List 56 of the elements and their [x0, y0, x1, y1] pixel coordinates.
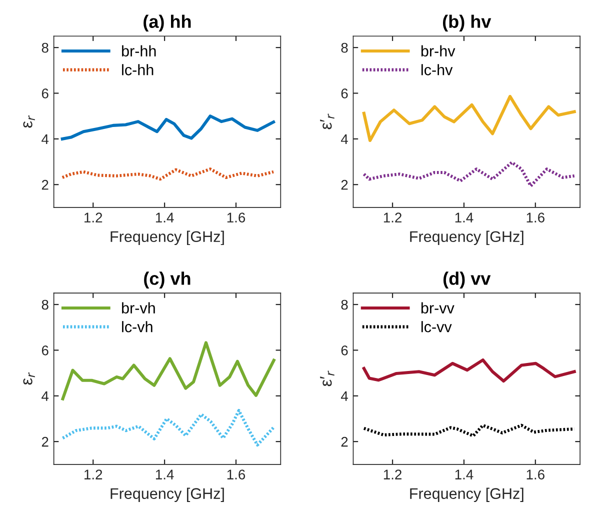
x-axis-title: Frequency [GHz] — [110, 488, 224, 502]
y-tick-label: 4 — [42, 391, 49, 401]
x-tick-label: 1.4 — [156, 470, 174, 480]
y-axis-title: ε′$_{r}$ — [320, 370, 334, 386]
y-tick-label: 6 — [341, 88, 348, 98]
chart-title: (a) hh — [144, 14, 191, 32]
y-tick-label: 2 — [341, 436, 348, 447]
legend-label: lc-hv — [421, 64, 453, 76]
line-series — [60, 114, 276, 140]
y-tick-label: 6 — [42, 88, 48, 98]
y-tick-label: 2 — [42, 436, 48, 447]
legend-label: lc-vh — [122, 321, 152, 332]
legend-label: br-hh — [122, 45, 156, 57]
y-tick-label: 6 — [42, 346, 48, 356]
x-tick-label: 1.6 — [526, 212, 544, 222]
line-series — [60, 168, 276, 181]
legend-label: br-vh — [122, 302, 155, 314]
x-tick-label: 1.6 — [227, 212, 246, 222]
y-tick-label: 2 — [42, 180, 48, 190]
y-tick-label: 2 — [341, 180, 348, 190]
x-tick-label: 1.2 — [84, 212, 102, 222]
line-series — [362, 358, 576, 383]
y-tick-label: 8 — [341, 300, 348, 310]
y-axis-title: ε$_{r}$ — [23, 115, 35, 128]
x-tick-label: 1.2 — [384, 212, 402, 222]
legend-label: lc-hh — [122, 64, 154, 76]
x-axis-title: Frequency [GHz] — [110, 230, 224, 246]
y-tick-label: 8 — [341, 42, 348, 53]
y-tick-label: 8 — [42, 42, 48, 53]
y-tick-label: 8 — [42, 300, 48, 310]
y-tick-label: 4 — [340, 391, 348, 401]
legend-label: br-vv — [421, 302, 454, 314]
y-tick-label: 4 — [42, 134, 49, 144]
x-tick-label: 1.4 — [455, 212, 474, 222]
line-series — [362, 94, 576, 142]
chart-title: (b) hv — [442, 14, 492, 32]
legend-label: lc-vv — [421, 321, 452, 332]
y-axis-title: ε$_{r}$ — [23, 372, 35, 385]
legend-label: br-hv — [421, 45, 456, 57]
y-tick-label: 4 — [340, 134, 348, 144]
line-series — [61, 341, 276, 400]
x-axis-title: Frequency [GHz] — [410, 488, 524, 502]
line-series — [362, 160, 576, 188]
x-axis-title: Frequency [GHz] — [410, 230, 524, 246]
chart-title: (d) vv — [443, 272, 491, 288]
x-tick-label: 1.2 — [84, 470, 102, 480]
y-axis-title: ε′$_{r}$ — [320, 114, 334, 130]
line-series — [61, 408, 276, 447]
line-series — [362, 424, 576, 438]
chart-title: (c) vh — [144, 272, 190, 288]
x-tick-label: 1.4 — [156, 212, 174, 222]
x-tick-label: 1.6 — [526, 470, 544, 480]
x-tick-label: 1.2 — [384, 470, 402, 480]
x-tick-label: 1.4 — [455, 470, 474, 480]
y-tick-label: 6 — [341, 346, 348, 356]
x-tick-label: 1.6 — [227, 470, 246, 480]
